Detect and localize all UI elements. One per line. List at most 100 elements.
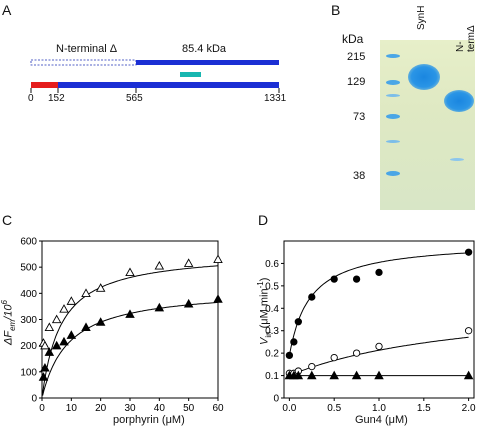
truncated-construct-bar: [136, 60, 279, 65]
chart-d-fit-curve-0: [288, 252, 469, 356]
chart-c-fit-curve-0: [42, 265, 219, 394]
chart-d-xtick-label: 0.5: [327, 403, 341, 414]
chart-d-fit-curve-1: [289, 336, 469, 377]
chart-c-xtick-label: 20: [95, 403, 107, 414]
chart-d-xtick-label: 1.5: [417, 403, 431, 414]
marker-38: 38: [353, 170, 366, 182]
chart-c-xtick-label: 0: [39, 403, 45, 414]
chart-d-point-s2: [329, 370, 339, 380]
chart-c-xtick-label: 40: [154, 403, 166, 414]
chart-c-xtick-label: 60: [212, 403, 224, 414]
panel-c-letter: C: [2, 212, 13, 228]
chart-d-point-s1: [308, 362, 316, 371]
chart-d-ylabel-sup: -1: [256, 281, 265, 289]
chart-c-ytick-label: 500: [20, 263, 37, 274]
chart-d-point-s0: [375, 268, 383, 277]
chart-c-ytick-label: 200: [20, 341, 37, 352]
chart-d-point-s2: [293, 370, 304, 380]
marker-215: 215: [347, 51, 366, 63]
chart-c-point-s0: [213, 254, 223, 263]
chart-c-point-s1: [154, 302, 165, 312]
kda-unit-label: kDa: [342, 32, 364, 46]
chart-d-point-s1: [464, 327, 473, 335]
synh-band: [408, 64, 440, 90]
chart-c-point-s0: [51, 314, 62, 324]
chart-d-ylabel-sub: in: [263, 331, 273, 338]
chart-d-point-s2: [374, 370, 384, 380]
chart-c-point-s1: [213, 294, 223, 303]
chart-c-ytick-label: 300: [20, 315, 37, 326]
chart-c-ytick-label: 0: [31, 394, 37, 405]
chart-d-ytick-label: 0.4: [265, 304, 279, 315]
tick-label-565: 565: [126, 93, 143, 104]
chart-d-point-s0: [290, 338, 298, 346]
chart-c-point-s1: [66, 330, 77, 339]
ntermdelta-minor-band: [450, 158, 464, 161]
chart-d-point-s1: [330, 353, 338, 362]
chart-d-ylabel-close: ): [258, 277, 271, 282]
tick-label-1331: 1331: [264, 93, 287, 104]
chart-d-point-s0: [308, 293, 316, 301]
nterm-deleted-region: [30, 59, 137, 66]
ladder-band-50: [386, 140, 400, 143]
chart-c-ytick-label: 600: [20, 237, 37, 248]
chart-c-point-s0: [183, 258, 194, 267]
chart-c-point-s1: [40, 362, 50, 372]
chart-c-point-s1: [81, 322, 91, 331]
chart-c-ytick-label: 400: [20, 289, 37, 300]
chart-d-point-s0: [464, 248, 473, 256]
ntermdelta-band: [444, 90, 474, 112]
chart-d-ytick-label: 0.2: [265, 349, 279, 360]
chart-d-point-s1: [352, 349, 361, 357]
chart-c-point-s0: [44, 322, 55, 331]
chart-c-point-s0: [81, 288, 91, 297]
chart-c-point-s1: [95, 317, 106, 326]
chart-d-ylabel: Vin (μM min-1): [256, 278, 273, 345]
chart-c-point-s1: [59, 336, 69, 346]
marker-129: 129: [347, 76, 366, 88]
chart-d-point-s0: [294, 318, 302, 326]
chart-c-xtick-label: 30: [124, 403, 136, 414]
tick-label-0: 0: [28, 93, 34, 104]
chart-d-point-s1: [375, 342, 383, 351]
chart-d-point-s0: [285, 351, 294, 360]
ladder-band-100: [386, 94, 400, 97]
panel-a-letter: A: [2, 2, 12, 18]
chart-d-ytick-label: 0.1: [265, 371, 279, 382]
chart-c-point-s1: [183, 298, 194, 308]
kda-label: 85.4 kDa: [182, 43, 227, 55]
chart-d-xlabel: Gun4 (μM): [355, 414, 408, 426]
chart-c-point-s1: [44, 347, 55, 356]
chart-c-point-s0: [40, 340, 50, 350]
chart-d-point-s2: [463, 370, 474, 380]
nterm-label: N-terminal Δ: [56, 43, 118, 55]
full-length-red-segment: [31, 82, 58, 88]
chart-d-ylabel-tail: (μM min: [258, 288, 271, 332]
chart-d-ytick-label: 0.6: [265, 259, 279, 270]
chart-c-point-s0: [154, 260, 165, 270]
ladder-band-38: [386, 171, 400, 176]
gel-image: [380, 40, 475, 210]
chart-d-point-s0: [352, 275, 361, 283]
chart-d-point-s0: [330, 275, 338, 283]
chart-d-ytick-label: 0.5: [265, 281, 279, 292]
chart-d-point-s2: [307, 370, 317, 380]
chart-d-xtick-label: 2.0: [462, 403, 476, 414]
full-length-blue-bar: [58, 82, 279, 88]
chart-d-ytick-label: 0: [273, 394, 279, 405]
panel-b-letter: B: [331, 2, 341, 18]
ladder-band-215: [386, 54, 400, 58]
chart-c-point-s0: [125, 267, 135, 277]
chart-c-point-s0: [95, 283, 106, 292]
chart-c-point-s1: [38, 372, 49, 381]
chart-c-xlabel: porphyrin (μM): [113, 414, 185, 426]
tick-label-152: 152: [48, 93, 65, 104]
chart-c-point-s1: [51, 340, 62, 350]
panel-d-letter: D: [258, 212, 269, 228]
chart-c-point-s0: [59, 304, 69, 313]
chart-c-point-s1: [125, 309, 135, 318]
chart-c-xtick-label: 50: [183, 403, 195, 414]
